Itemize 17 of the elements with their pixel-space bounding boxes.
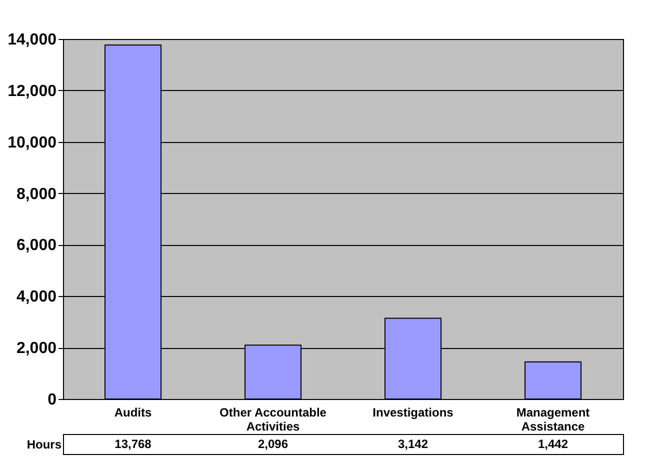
data-label: 3,142	[398, 437, 428, 451]
y-tick-label: 12,000	[8, 82, 57, 100]
data-label: 1,442	[538, 437, 568, 451]
x-tick-label: Investigations	[372, 406, 454, 420]
y-tick-label: 10,000	[8, 134, 57, 152]
y-tick-label: 4,000	[16, 288, 57, 306]
y-tick-label: 8,000	[16, 186, 57, 203]
y-tick-label: 0	[48, 392, 57, 408]
x-tick-label: Audits	[114, 406, 152, 420]
y-tick-label: 2,000	[16, 340, 57, 358]
data-label: 2,096	[258, 437, 288, 451]
x-tick-label: Management Assistance	[516, 406, 590, 434]
y-tick-label: 14,000	[8, 32, 57, 48]
x-tick-label: Other Accountable Activities	[220, 406, 327, 434]
text: Hours	[26, 438, 62, 452]
y-tick-label: 6,000	[16, 237, 57, 254]
data-label: 13,768	[114, 437, 152, 451]
